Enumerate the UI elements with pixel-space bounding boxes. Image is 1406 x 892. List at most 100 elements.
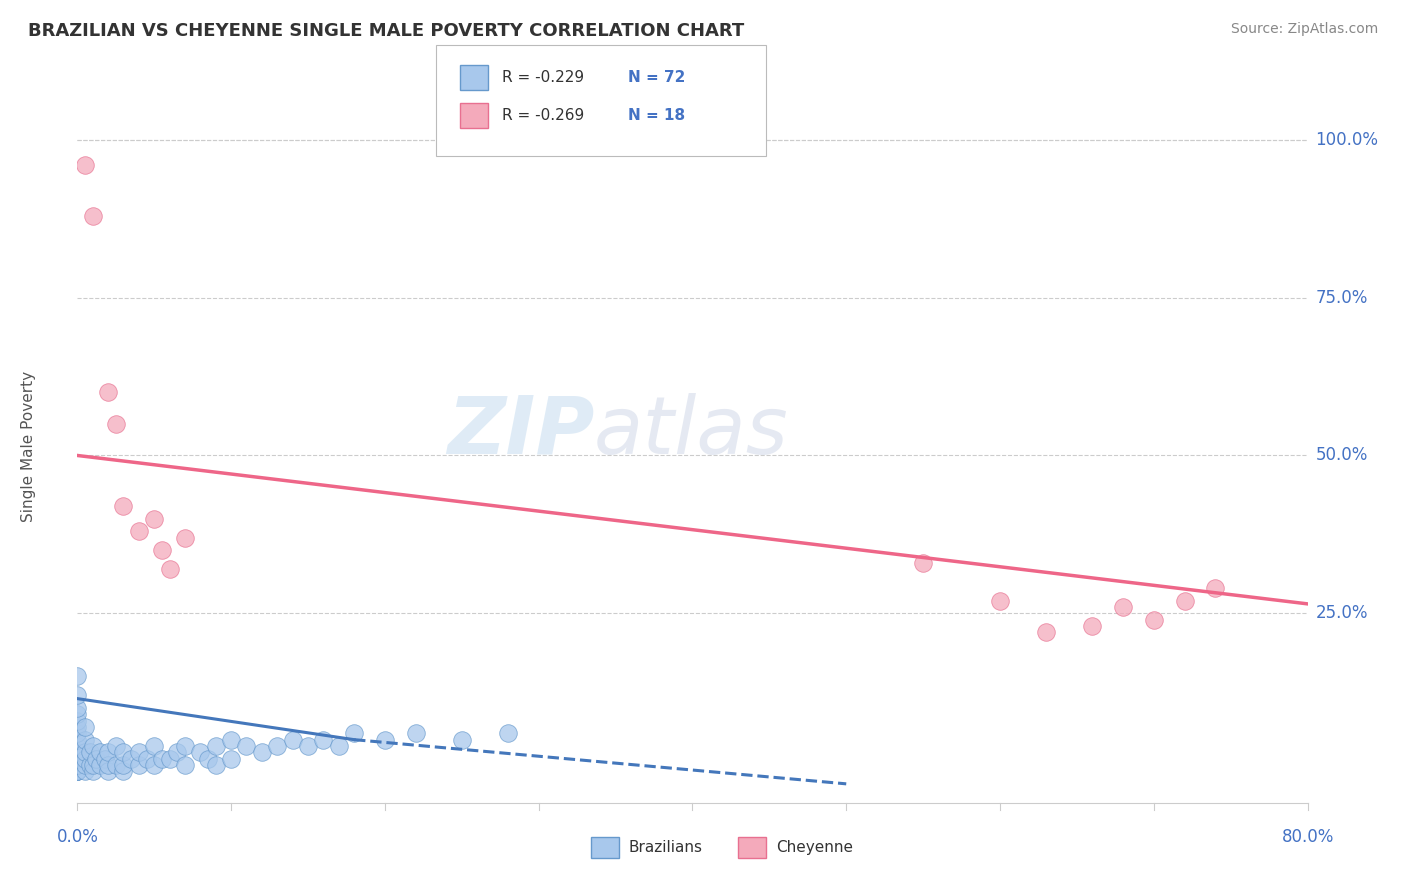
Point (1112, 600, 1135, 615)
Point (82, 739, 104, 753)
Point (128, 524, 150, 539)
Point (204, 739, 226, 753)
Text: Source: ZipAtlas.com: Source: ZipAtlas.com (1230, 22, 1378, 37)
Point (66, 714, 89, 728)
Point (79, 745, 101, 759)
Point (66, 720, 89, 734)
Point (66, 739, 89, 753)
Text: 25.0%: 25.0% (1315, 605, 1368, 623)
Text: Brazilians: Brazilians (628, 840, 703, 855)
Point (112, 745, 135, 759)
Point (66, 764, 89, 779)
Point (281, 732, 304, 747)
Point (73, 758, 96, 772)
Point (66, 669, 89, 683)
Point (94, 751, 117, 765)
Point (97, 745, 120, 759)
Point (89, 745, 111, 759)
Point (1035, 625, 1057, 640)
Point (166, 745, 188, 759)
Point (66, 751, 89, 765)
Point (988, 593, 1011, 607)
Point (912, 556, 935, 570)
Point (297, 739, 319, 753)
Point (66, 764, 89, 779)
Point (219, 751, 242, 765)
Point (174, 531, 197, 545)
Point (73, 745, 96, 759)
Point (89, 758, 111, 772)
Point (197, 751, 219, 765)
Point (143, 758, 166, 772)
Point (73, 732, 96, 747)
Point (1204, 581, 1226, 595)
Point (312, 732, 335, 747)
Point (250, 745, 273, 759)
Point (120, 751, 142, 765)
Point (1081, 619, 1104, 633)
Point (66, 701, 89, 715)
Point (135, 751, 157, 765)
Point (112, 764, 135, 779)
Point (343, 726, 366, 740)
Point (150, 751, 173, 765)
Point (82, 758, 104, 772)
Point (174, 758, 197, 772)
Point (66, 751, 89, 765)
Text: Single Male Poverty: Single Male Poverty (21, 370, 35, 522)
Point (104, 758, 127, 772)
Point (159, 562, 181, 576)
Text: R = -0.229: R = -0.229 (502, 70, 583, 85)
Point (66, 764, 89, 779)
Text: R = -0.269: R = -0.269 (502, 109, 583, 123)
Point (66, 745, 89, 759)
Text: ZIP: ZIP (447, 392, 595, 471)
Text: N = 72: N = 72 (628, 70, 686, 85)
Point (128, 758, 150, 772)
Point (66, 707, 89, 722)
Point (66, 689, 89, 703)
Point (128, 745, 150, 759)
Text: Cheyenne: Cheyenne (776, 840, 853, 855)
Point (73, 751, 96, 765)
Point (174, 739, 197, 753)
Point (73, 158, 96, 172)
Text: atlas: atlas (595, 392, 789, 471)
Point (66, 764, 89, 779)
Point (143, 739, 166, 753)
Point (328, 739, 350, 753)
Point (188, 745, 212, 759)
Point (97, 758, 120, 772)
Point (66, 758, 89, 772)
Point (150, 543, 173, 558)
Text: N = 18: N = 18 (628, 109, 686, 123)
Point (112, 758, 135, 772)
Point (97, 385, 120, 400)
Point (266, 739, 288, 753)
Point (79, 758, 101, 772)
Point (82, 764, 104, 779)
Text: 75.0%: 75.0% (1315, 289, 1368, 307)
Point (1174, 593, 1197, 607)
Text: 0.0%: 0.0% (56, 828, 98, 846)
Point (496, 726, 519, 740)
Point (159, 751, 181, 765)
Point (66, 758, 89, 772)
Point (84, 751, 107, 765)
Point (219, 732, 242, 747)
Point (66, 764, 89, 779)
Point (405, 726, 427, 740)
Point (235, 739, 257, 753)
Text: BRAZILIAN VS CHEYENNE SINGLE MALE POVERTY CORRELATION CHART: BRAZILIAN VS CHEYENNE SINGLE MALE POVERT… (28, 22, 744, 40)
Point (104, 739, 127, 753)
Point (374, 732, 396, 747)
Point (66, 745, 89, 759)
Point (66, 726, 89, 740)
Point (97, 764, 120, 779)
Point (1143, 613, 1166, 627)
Point (73, 764, 96, 779)
Point (66, 732, 89, 747)
Text: 80.0%: 80.0% (1281, 828, 1334, 846)
Text: 50.0%: 50.0% (1315, 447, 1368, 465)
Point (104, 417, 127, 431)
